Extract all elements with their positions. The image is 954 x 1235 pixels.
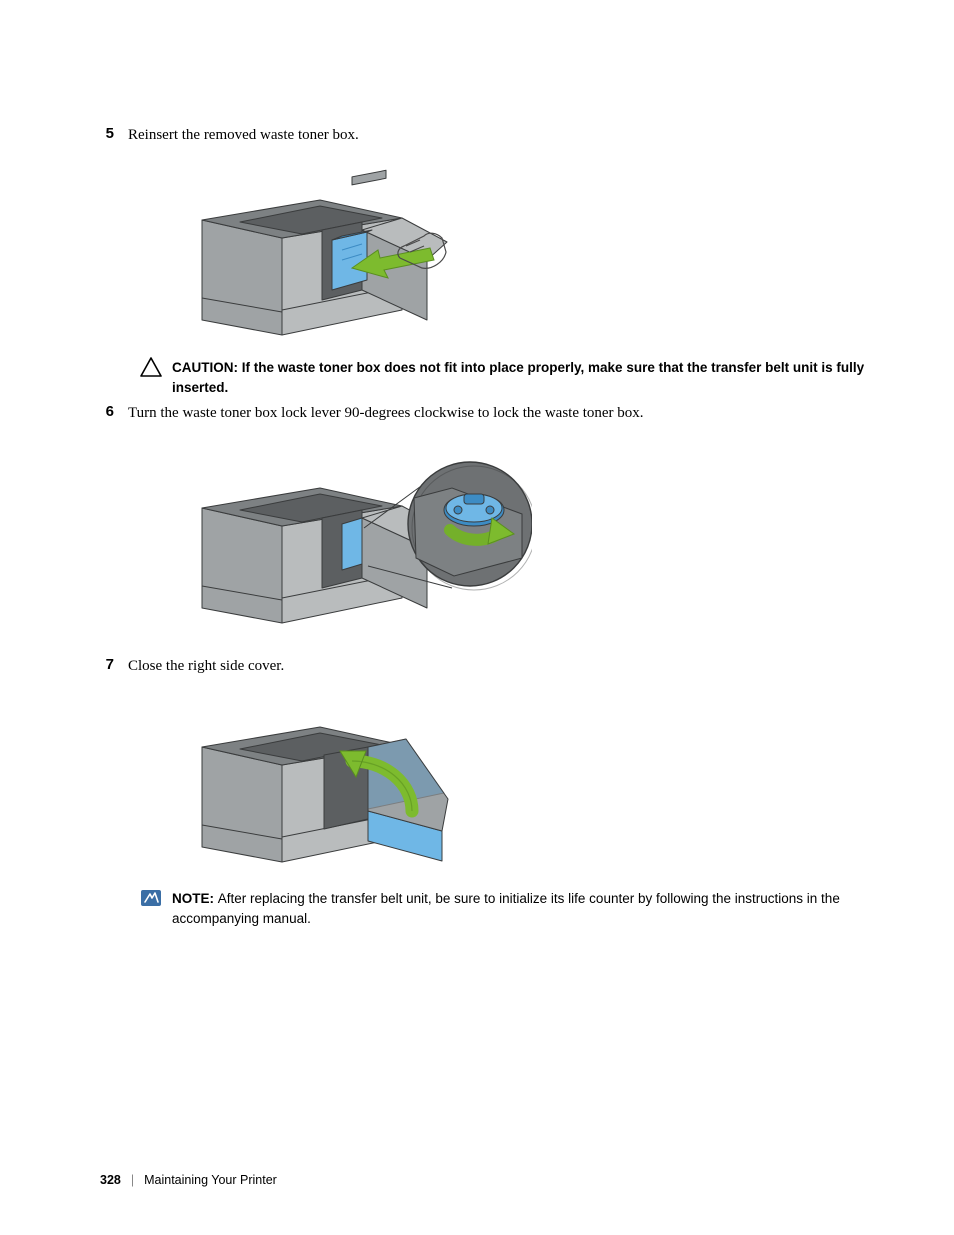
note-body: After replacing the transfer belt unit, … <box>172 891 840 926</box>
figure-step-6 <box>192 438 884 638</box>
caution-icon <box>140 357 164 382</box>
caution-callout: CAUTION: If the waste toner box does not… <box>140 358 884 397</box>
printer-lock-lever-illustration <box>192 438 532 638</box>
footer-section-title: Maintaining Your Printer <box>144 1173 277 1187</box>
step-6-text: Turn the waste toner box lock lever 90-d… <box>128 403 644 424</box>
caution-text-line: CAUTION: If the waste toner box does not… <box>172 358 884 397</box>
note-callout: NOTE: After replacing the transfer belt … <box>140 889 884 928</box>
step-6-number: 6 <box>100 403 128 420</box>
step-5: 5 Reinsert the removed waste toner box. <box>100 125 884 146</box>
caution-label: CAUTION: <box>172 360 242 375</box>
step-6: 6 Turn the waste toner box lock lever 90… <box>100 403 884 424</box>
caution-body: If the waste toner box does not fit into… <box>172 360 864 395</box>
figure-step-5 <box>192 160 884 340</box>
page-footer: 328 | Maintaining Your Printer <box>100 1173 277 1187</box>
step-7-text: Close the right side cover. <box>128 656 284 677</box>
footer-separator: | <box>131 1173 134 1187</box>
printer-close-cover-illustration <box>192 691 452 871</box>
note-label: NOTE: <box>172 891 218 906</box>
printer-insert-waste-box-illustration <box>192 160 452 340</box>
note-text-line: NOTE: After replacing the transfer belt … <box>172 889 884 928</box>
step-7: 7 Close the right side cover. <box>100 656 884 677</box>
footer-page-number: 328 <box>100 1173 121 1187</box>
step-5-number: 5 <box>100 125 128 142</box>
note-icon <box>140 888 164 913</box>
step-7-number: 7 <box>100 656 128 673</box>
figure-step-7 <box>192 691 884 871</box>
step-5-text: Reinsert the removed waste toner box. <box>128 125 359 146</box>
manual-page: 5 Reinsert the removed waste toner box. <box>0 0 954 1235</box>
